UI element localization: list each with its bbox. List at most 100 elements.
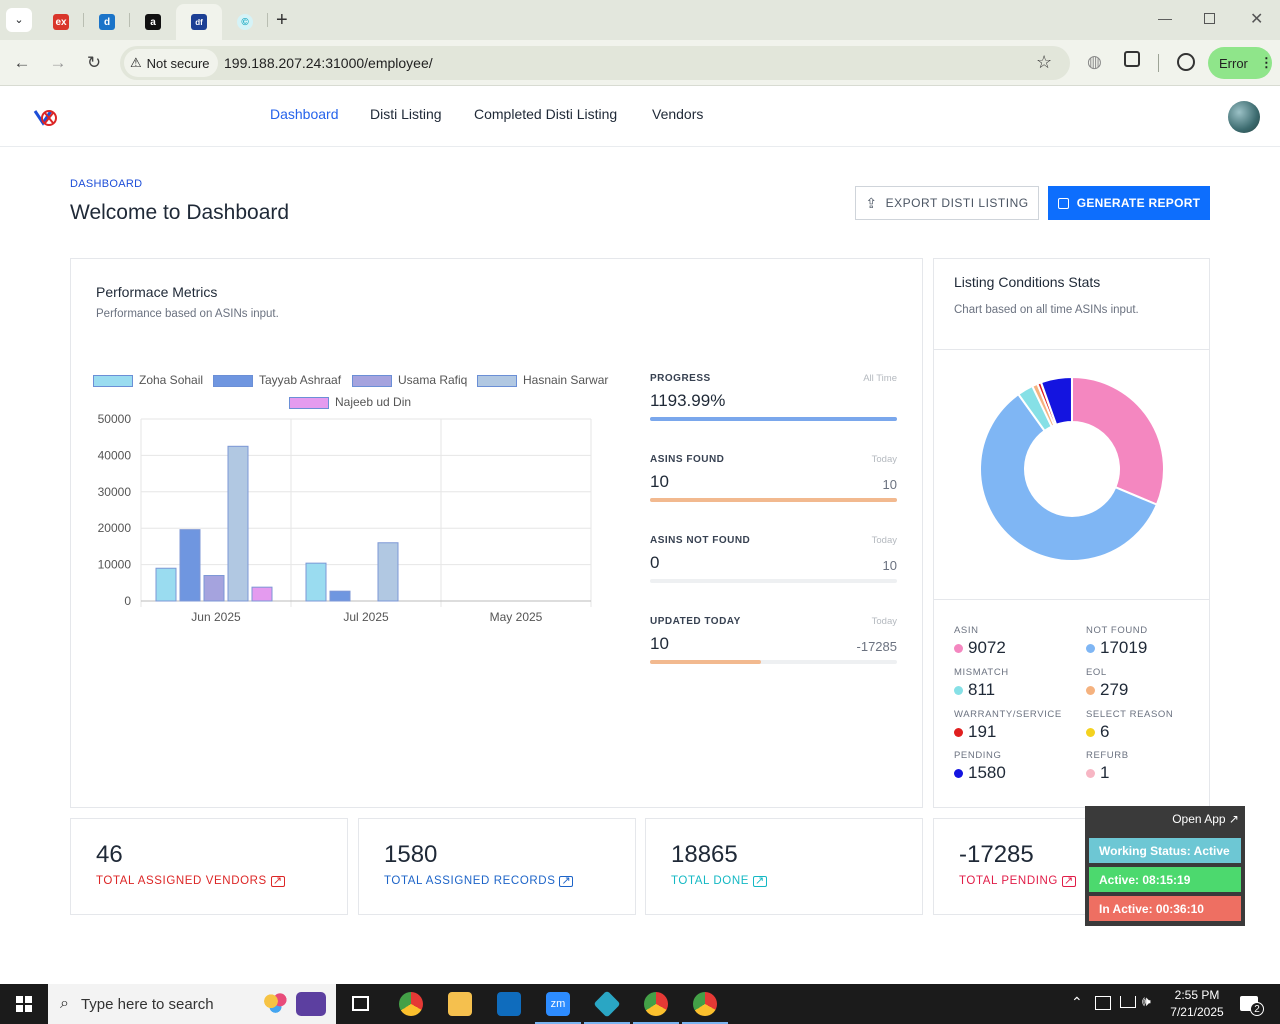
chrome-profile-icon[interactable] [644, 992, 668, 1016]
y-tick-label: 0 [124, 594, 131, 608]
back-arrow-icon[interactable]: ← [13, 53, 31, 72]
legend-swatch [289, 396, 329, 409]
donut-slice-asin[interactable] [1071, 375, 1165, 506]
legend-item[interactable]: Tayyab Ashraaf [213, 373, 341, 387]
kpi-link[interactable]: TOTAL ASSIGNED VENDORS ↗ [96, 875, 285, 887]
legend-item[interactable]: Zoha Sohail [93, 373, 203, 387]
legend-item[interactable]: Usama Rafiq [352, 373, 467, 387]
open-app-link[interactable]: Open App ↗ [1172, 812, 1239, 826]
kpi-link[interactable]: TOTAL PENDING ↗ [959, 875, 1076, 887]
export-disti-listing-button[interactable]: ⇪ EXPORT DISTI LISTING [855, 186, 1039, 220]
progress-track [650, 498, 897, 502]
stat-number: 279 [1100, 680, 1129, 699]
stat-dot [1086, 768, 1095, 778]
legend-item[interactable]: Hasnain Sarwar [477, 373, 608, 387]
external-link-icon: ↗ [559, 874, 574, 887]
stat-label: REFURB [1086, 750, 1129, 761]
close-window-icon[interactable]: ✕ [1250, 11, 1264, 28]
taskbar-clock[interactable]: 2:55 PM 7/21/2025 [1160, 987, 1234, 1021]
active-time-row: Active: 08:15:19 [1089, 867, 1241, 892]
avatar[interactable] [1228, 101, 1260, 133]
browser-tab-active[interactable]: df [176, 4, 222, 40]
volume-icon[interactable]: 🕪 [1142, 993, 1151, 1009]
export-button-label: EXPORT DISTI LISTING [885, 196, 1029, 210]
bar-chart: 50000 40000 30000 20000 10000 0 Jun 2025 Jul 20… [98, 412, 592, 624]
task-view-icon[interactable] [352, 996, 369, 1011]
bar-0-4[interactable] [251, 586, 273, 602]
chevron-up-icon[interactable]: ⌃ [1071, 994, 1083, 1010]
url-text[interactable]: 199.188.207.24:31000/employee/ [224, 55, 433, 71]
windows-start-icon[interactable] [16, 996, 32, 1012]
nav-dashboard[interactable]: Dashboard [270, 106, 339, 122]
bar-0-0[interactable] [155, 567, 177, 602]
stat-dot [954, 643, 963, 653]
taskbar-search-box[interactable]: ⌕ Type here to search [48, 984, 336, 1024]
stat-label: WARRANTY/SERVICE [954, 709, 1062, 720]
chrome-icon[interactable] [399, 992, 423, 1016]
nav-disti-listing[interactable]: Disti Listing [370, 106, 442, 122]
new-tab-plus-icon[interactable]: + [276, 9, 288, 31]
extensions-puzzle-icon[interactable] [1124, 51, 1140, 67]
chrome-icon-2[interactable] [693, 992, 717, 1016]
omnibox[interactable]: ⚠ Not secure 199.188.207.24:31000/employ… [120, 46, 1070, 80]
browser-tab-2[interactable]: d [84, 4, 130, 40]
error-button[interactable]: Error ⋮ [1208, 47, 1273, 79]
nav-vendors[interactable]: Vendors [652, 106, 704, 122]
forward-arrow-icon[interactable]: → [49, 53, 67, 72]
generate-report-button[interactable]: GENERATE REPORT [1048, 186, 1210, 220]
legend-swatch [213, 374, 253, 387]
app-logo-icon[interactable] [33, 107, 59, 127]
not-secure-chip[interactable]: ⚠ Not secure [124, 49, 218, 77]
bookmark-star-icon[interactable]: ☆ [1036, 52, 1053, 72]
bar-0-1[interactable] [179, 529, 201, 602]
translate-globe-icon[interactable]: ◍ [1087, 52, 1102, 71]
profile-icon[interactable] [1177, 53, 1195, 71]
tab-search-chevron-icon[interactable]: ⌄ [6, 8, 32, 32]
diamond-app-icon[interactable] [593, 990, 621, 1018]
breadcrumb[interactable]: DASHBOARD [70, 178, 143, 190]
minimize-icon[interactable]: — [1158, 10, 1172, 26]
performance-title: Performace Metrics [96, 284, 218, 300]
donut-slice-not-found[interactable] [979, 392, 1159, 562]
bar-0-2[interactable] [203, 575, 225, 602]
ex-favicon-icon: ex [53, 14, 69, 30]
bar-1-1[interactable] [329, 590, 351, 602]
camera-icon [296, 992, 326, 1016]
listing-conditions-subtitle: Chart based on all time ASINs input. [954, 304, 1139, 316]
kpi-link[interactable]: TOTAL ASSIGNED RECORDS ↗ [384, 874, 574, 887]
kpi-label: TOTAL PENDING [959, 875, 1058, 887]
stat-dot [1086, 727, 1095, 737]
network-icon[interactable] [1120, 996, 1136, 1008]
not-secure-label: Not secure [146, 55, 210, 71]
nav-completed-disti-listing[interactable]: Completed Disti Listing [474, 106, 618, 122]
clock-date: 7/21/2025 [1170, 1005, 1224, 1019]
kpi-value: 1580 [384, 841, 438, 868]
bar-1-3[interactable] [377, 542, 399, 602]
toolbar-divider [1158, 54, 1159, 72]
legend-label: Usama Rafiq [398, 373, 468, 387]
copyright-favicon-icon: © [237, 14, 253, 30]
stat-number: 811 [968, 680, 996, 699]
kpi-link[interactable]: TOTAL DONE ↗ [671, 875, 767, 887]
legend-item[interactable]: Najeeb ud Din [289, 395, 411, 409]
tray-app-icon[interactable] [1095, 996, 1111, 1010]
save-disk-icon [1057, 197, 1069, 209]
browser-tab-5[interactable]: © [222, 4, 268, 40]
bar-1-0[interactable] [305, 562, 327, 602]
reload-icon[interactable]: ↻ [86, 53, 102, 72]
outlook-icon[interactable] [497, 992, 521, 1016]
restore-icon[interactable] [1204, 13, 1215, 24]
divider [934, 349, 1209, 350]
file-explorer-icon[interactable] [448, 992, 472, 1016]
active-indicator [535, 1022, 581, 1024]
bar-0-3[interactable] [227, 445, 249, 602]
stat-dot [1086, 643, 1095, 653]
stat-number: 1 [1100, 763, 1110, 782]
progress-track [650, 417, 897, 421]
stat-value-0: 9072 [954, 638, 1006, 658]
zoom-icon[interactable]: zm [546, 992, 570, 1016]
browser-tab-1[interactable]: ex [38, 4, 84, 40]
tab-divider [267, 13, 268, 27]
stat-label: NOT FOUND [1086, 625, 1148, 636]
browser-tab-3[interactable]: a [130, 4, 176, 40]
